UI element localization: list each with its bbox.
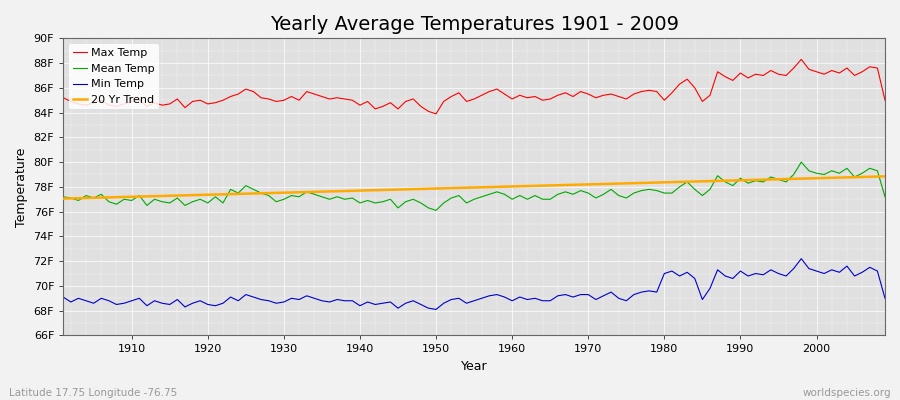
Mean Temp	[286, 193, 297, 198]
Min Temp	[119, 301, 130, 306]
Min Temp	[58, 295, 68, 300]
Min Temp	[286, 296, 297, 301]
Y-axis label: Temperature: Temperature	[15, 147, 28, 226]
Max Temp	[431, 112, 442, 116]
Mean Temp	[507, 197, 517, 202]
Text: Latitude 17.75 Longitude -76.75: Latitude 17.75 Longitude -76.75	[9, 388, 177, 398]
Max Temp	[606, 92, 616, 96]
Min Temp	[431, 307, 442, 312]
Line: Min Temp: Min Temp	[63, 259, 885, 310]
Min Temp	[515, 295, 526, 300]
Max Temp	[879, 98, 890, 103]
Min Temp	[332, 297, 343, 302]
Mean Temp	[796, 160, 806, 164]
Mean Temp	[119, 197, 130, 202]
Max Temp	[515, 93, 526, 98]
Title: Yearly Average Temperatures 1901 - 2009: Yearly Average Temperatures 1901 - 2009	[270, 15, 679, 34]
Min Temp	[507, 298, 517, 303]
Mean Temp	[515, 193, 526, 198]
Mean Temp	[879, 194, 890, 199]
Max Temp	[796, 57, 806, 62]
Line: Mean Temp: Mean Temp	[63, 162, 885, 210]
Legend: Max Temp, Mean Temp, Min Temp, 20 Yr Trend: Max Temp, Mean Temp, Min Temp, 20 Yr Tre…	[68, 44, 159, 110]
Max Temp	[119, 102, 130, 106]
Mean Temp	[332, 194, 343, 199]
Min Temp	[606, 290, 616, 294]
Max Temp	[332, 95, 343, 100]
Mean Temp	[431, 208, 442, 213]
Line: Max Temp: Max Temp	[63, 59, 885, 114]
X-axis label: Year: Year	[461, 360, 488, 373]
Max Temp	[286, 94, 297, 99]
Mean Temp	[606, 187, 616, 192]
Min Temp	[796, 256, 806, 261]
Min Temp	[879, 296, 890, 301]
Max Temp	[58, 95, 68, 100]
Mean Temp	[58, 194, 68, 199]
Text: worldspecies.org: worldspecies.org	[803, 388, 891, 398]
Max Temp	[507, 96, 517, 101]
